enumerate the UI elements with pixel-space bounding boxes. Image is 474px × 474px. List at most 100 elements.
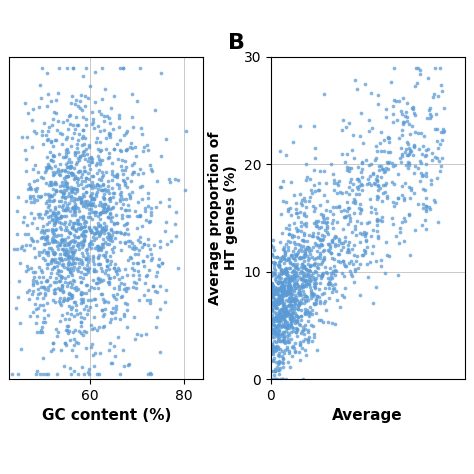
- Point: [312, 296, 319, 304]
- Point: [28, 116, 36, 123]
- Point: [56, 161, 64, 168]
- Point: [16, 319, 24, 327]
- Point: [285, 226, 293, 233]
- Point: [84, 268, 92, 276]
- Point: [284, 321, 292, 328]
- Point: [288, 233, 296, 241]
- Point: [36, 301, 44, 309]
- Point: [51, 227, 59, 234]
- Point: [288, 232, 295, 239]
- Point: [303, 293, 310, 301]
- Point: [97, 138, 104, 146]
- Point: [289, 286, 297, 293]
- Point: [433, 137, 441, 145]
- Point: [274, 261, 282, 268]
- Point: [103, 257, 110, 265]
- Point: [269, 318, 276, 326]
- Point: [82, 328, 90, 336]
- Point: [392, 97, 400, 105]
- Point: [437, 163, 445, 170]
- Point: [116, 185, 123, 192]
- Point: [293, 276, 301, 284]
- Point: [329, 286, 337, 293]
- Point: [81, 147, 88, 155]
- Point: [402, 161, 410, 169]
- Point: [282, 282, 289, 289]
- Point: [69, 203, 77, 211]
- Point: [365, 162, 373, 169]
- Point: [105, 132, 112, 139]
- Point: [372, 210, 379, 217]
- Point: [56, 294, 64, 302]
- Point: [109, 184, 116, 192]
- Point: [74, 239, 82, 246]
- Point: [335, 237, 342, 245]
- Point: [61, 221, 68, 228]
- Point: [290, 345, 298, 352]
- Point: [334, 257, 341, 264]
- Point: [56, 277, 64, 285]
- Point: [304, 310, 311, 318]
- Point: [323, 225, 331, 232]
- Point: [61, 227, 69, 234]
- Point: [72, 227, 80, 234]
- Point: [92, 225, 100, 232]
- Point: [72, 195, 80, 202]
- Point: [347, 270, 355, 278]
- Point: [118, 156, 126, 164]
- Point: [73, 174, 81, 182]
- Point: [108, 214, 115, 221]
- Point: [107, 226, 115, 233]
- Point: [340, 213, 347, 221]
- Point: [95, 260, 103, 268]
- Point: [21, 99, 28, 106]
- Point: [85, 155, 93, 162]
- Point: [57, 188, 64, 195]
- Point: [274, 324, 282, 332]
- Point: [277, 286, 284, 293]
- Point: [55, 202, 63, 210]
- Point: [78, 91, 85, 99]
- Point: [331, 266, 339, 273]
- Point: [94, 255, 102, 262]
- Point: [127, 254, 135, 262]
- Point: [298, 236, 306, 244]
- Point: [384, 133, 392, 141]
- Point: [63, 186, 70, 194]
- Point: [422, 152, 429, 159]
- Point: [278, 291, 286, 298]
- Point: [70, 335, 78, 343]
- Point: [138, 223, 146, 230]
- Point: [268, 321, 275, 329]
- Point: [320, 215, 328, 223]
- Point: [275, 326, 283, 334]
- Point: [56, 241, 64, 248]
- Point: [281, 317, 288, 325]
- Point: [289, 316, 296, 323]
- Point: [79, 148, 87, 156]
- Point: [125, 201, 132, 209]
- Point: [365, 179, 373, 187]
- Point: [404, 140, 412, 148]
- Point: [319, 235, 327, 243]
- Point: [80, 314, 88, 321]
- Point: [92, 267, 100, 274]
- Point: [89, 208, 96, 216]
- Point: [317, 272, 325, 280]
- Point: [64, 239, 72, 247]
- Point: [92, 208, 100, 215]
- Point: [93, 134, 101, 142]
- Point: [108, 359, 115, 367]
- Point: [410, 143, 418, 151]
- Point: [371, 180, 379, 188]
- Point: [65, 316, 73, 323]
- Point: [280, 254, 287, 261]
- Point: [55, 232, 62, 239]
- Point: [398, 218, 406, 226]
- Point: [64, 250, 72, 257]
- Point: [276, 321, 283, 328]
- Point: [318, 271, 326, 278]
- Point: [58, 203, 65, 211]
- Point: [291, 291, 299, 299]
- Point: [298, 227, 305, 235]
